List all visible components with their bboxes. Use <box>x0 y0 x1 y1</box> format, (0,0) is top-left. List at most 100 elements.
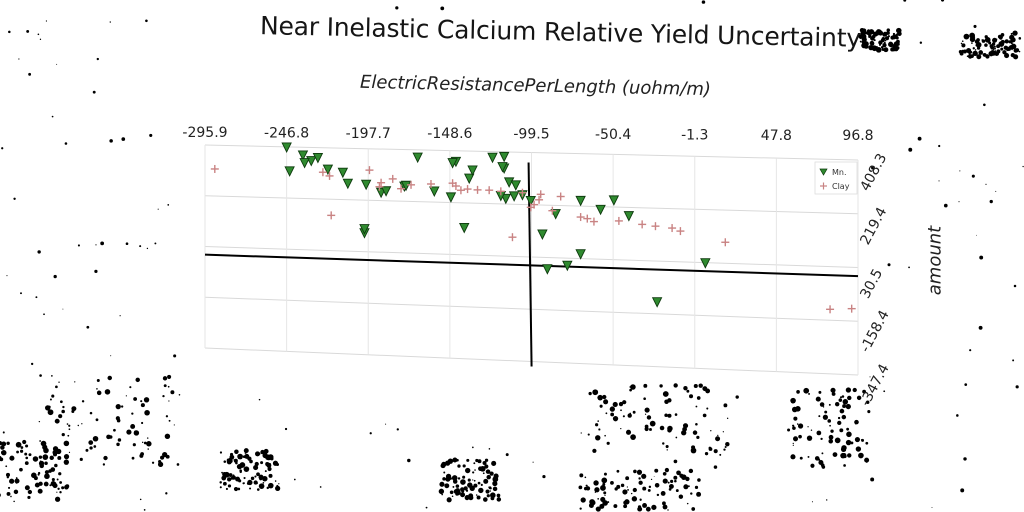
speckle <box>673 475 678 480</box>
data-point-mn <box>510 180 522 191</box>
speckle <box>884 36 890 41</box>
speckle <box>692 430 698 435</box>
speckle <box>477 459 482 464</box>
speckle <box>49 398 52 401</box>
speckle <box>649 420 656 427</box>
speckle <box>648 485 652 489</box>
speckle <box>593 480 599 486</box>
speckle <box>602 500 608 506</box>
speckle <box>475 494 478 496</box>
speckle <box>827 419 832 423</box>
y-tick-label: 219.4 <box>857 205 890 248</box>
speckle <box>976 46 981 50</box>
data-point-mn <box>380 186 392 197</box>
speckle <box>854 436 861 443</box>
speckle <box>45 20 48 22</box>
speckle <box>480 483 483 486</box>
speckle <box>173 424 175 426</box>
speckle <box>14 478 20 484</box>
speckle <box>164 433 171 439</box>
speckle <box>264 454 271 460</box>
data-point-clay <box>388 174 397 183</box>
speckle <box>847 395 852 401</box>
speckle <box>20 292 22 295</box>
speckle <box>66 423 69 425</box>
speckle <box>632 496 635 500</box>
legend-box <box>814 161 858 195</box>
speckle <box>65 484 70 489</box>
speckle <box>961 43 966 48</box>
speckle <box>830 387 836 393</box>
speckle <box>96 378 100 383</box>
speckle <box>884 39 887 42</box>
speckle <box>861 438 865 442</box>
speckle <box>847 453 852 458</box>
speckle <box>441 461 447 467</box>
speckle <box>824 410 828 414</box>
speckle <box>603 399 609 405</box>
speckle <box>697 478 701 482</box>
speckle <box>839 428 844 433</box>
speckle <box>1010 43 1017 50</box>
speckle <box>630 492 633 495</box>
speckle <box>623 500 628 505</box>
speckle <box>678 494 684 499</box>
speckle <box>843 464 846 467</box>
speckle <box>5 472 11 477</box>
speckle <box>710 430 712 432</box>
speckle <box>154 242 157 245</box>
speckle <box>157 208 159 210</box>
speckle <box>723 448 726 451</box>
speckle <box>994 47 996 50</box>
speckle <box>38 455 43 459</box>
speckle <box>8 30 11 34</box>
speckle <box>595 435 601 441</box>
speckle <box>632 487 637 493</box>
speckle <box>119 315 121 317</box>
speckle <box>668 488 672 491</box>
speckle <box>970 54 974 58</box>
speckle <box>892 32 896 36</box>
speckle <box>125 395 127 397</box>
legend-label: Mn. <box>832 168 847 177</box>
speckle <box>859 40 862 43</box>
speckle <box>27 489 33 495</box>
speckle <box>6 476 10 479</box>
speckle <box>43 313 45 316</box>
speckle <box>496 493 501 498</box>
speckle <box>826 499 828 501</box>
speckle <box>862 389 867 394</box>
speckle <box>976 54 982 60</box>
speckle <box>126 429 132 435</box>
speckle <box>625 429 632 435</box>
speckle <box>42 444 48 450</box>
speckle <box>460 492 466 498</box>
speckle <box>811 501 813 503</box>
speckle <box>474 469 476 471</box>
speckle <box>604 494 606 496</box>
speckle <box>457 477 461 480</box>
speckle <box>715 436 721 442</box>
speckle <box>681 474 687 480</box>
speckle <box>642 503 647 508</box>
data-point-clay <box>496 187 505 196</box>
speckle <box>57 456 62 460</box>
data-point-clay <box>668 224 677 233</box>
data-point-mn <box>447 158 458 169</box>
speckle <box>74 381 76 383</box>
speckle <box>229 452 234 457</box>
speckle <box>595 423 599 427</box>
speckle <box>81 423 83 425</box>
speckle <box>664 467 670 473</box>
speckle <box>940 0 945 2</box>
speckle <box>580 432 582 434</box>
speckle <box>959 51 964 56</box>
speckle <box>267 454 270 457</box>
speckle <box>447 458 454 464</box>
speckle <box>16 450 19 454</box>
speckle <box>51 375 53 377</box>
speckle <box>959 170 961 172</box>
speckle <box>250 476 255 481</box>
speckle <box>604 434 606 437</box>
speckle <box>1010 39 1014 43</box>
